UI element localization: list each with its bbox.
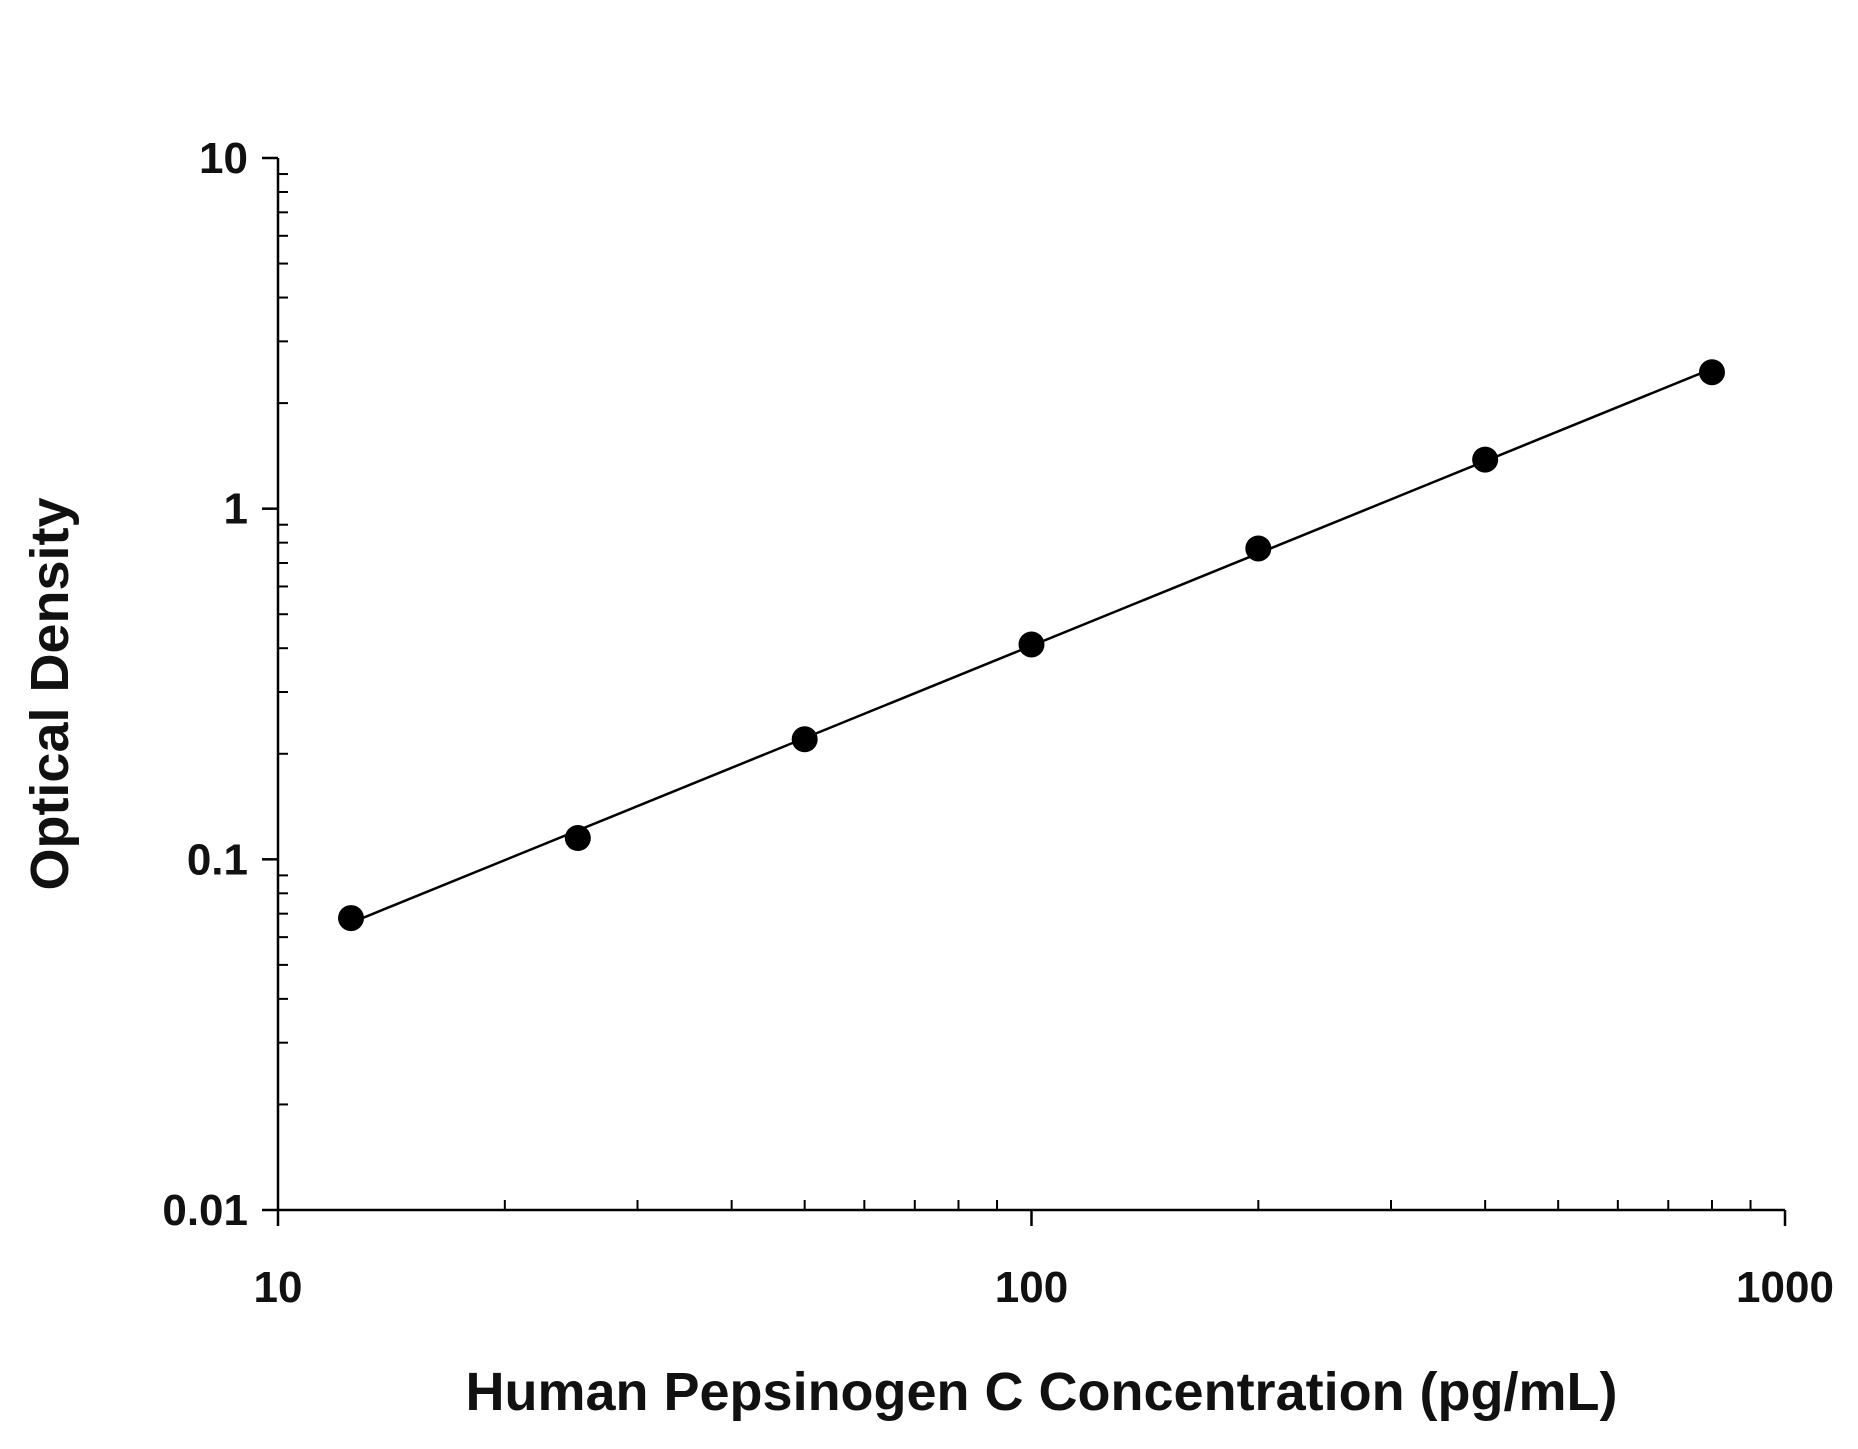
y-tick-label: 0.1 <box>187 835 248 884</box>
data-point <box>791 726 818 753</box>
data-point <box>1698 359 1725 386</box>
data-point <box>1472 446 1499 473</box>
axes: 0.01 0.1 1 10 10 100 1000 <box>162 134 1834 1312</box>
y-tick-label: 1 <box>224 485 248 534</box>
data-points-layer <box>338 359 1725 932</box>
axis-labels-layer: Human Pepsinogen C Concentration (pg/mL)… <box>20 497 1618 1422</box>
x-tick-label: 1000 <box>1736 1263 1834 1312</box>
data-point <box>338 905 365 932</box>
data-point <box>1018 631 1045 658</box>
x-tick-label: 10 <box>254 1263 303 1312</box>
data-point <box>564 825 591 852</box>
y-axis-title: Optical Density <box>20 497 80 890</box>
x-axis-title: Human Pepsinogen C Concentration (pg/mL) <box>465 1362 1617 1422</box>
x-tick-label: 100 <box>995 1263 1068 1312</box>
data-point <box>1245 535 1272 562</box>
y-tick-label: 10 <box>199 134 248 183</box>
y-tick-label: 0.01 <box>162 1186 248 1235</box>
